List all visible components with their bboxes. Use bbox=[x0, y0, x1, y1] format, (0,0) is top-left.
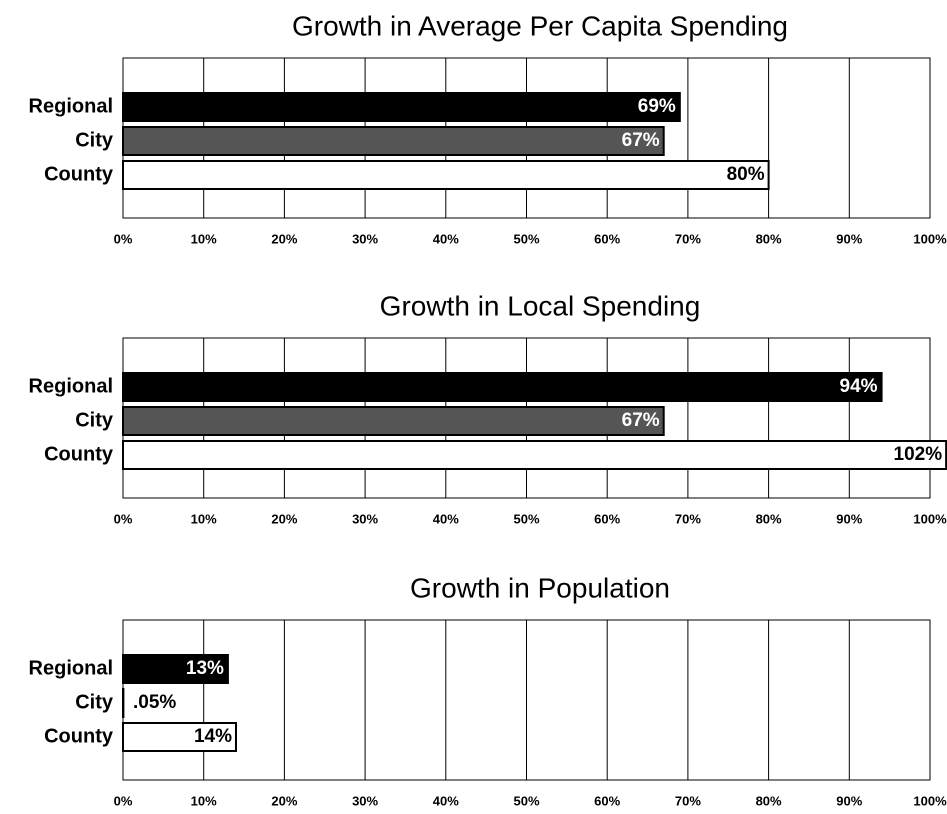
x-tick-label: 0% bbox=[114, 793, 133, 808]
x-tick-label: 40% bbox=[433, 511, 459, 526]
value-label: 69% bbox=[638, 96, 676, 117]
y-tick-label: County bbox=[44, 725, 114, 747]
x-tick-label: 70% bbox=[675, 231, 701, 246]
value-label: 80% bbox=[727, 164, 765, 185]
x-tick-label: 60% bbox=[594, 793, 620, 808]
x-tick-label: 20% bbox=[271, 511, 297, 526]
x-tick-label: 100% bbox=[913, 793, 947, 808]
y-tick-label: County bbox=[44, 443, 114, 465]
value-label: 67% bbox=[622, 130, 660, 151]
y-tick-label: Regional bbox=[29, 375, 113, 397]
x-tick-label: 10% bbox=[191, 793, 217, 808]
x-tick-label: 30% bbox=[352, 231, 378, 246]
chart-title: Growth in Population bbox=[410, 572, 670, 603]
x-tick-label: 90% bbox=[836, 231, 862, 246]
bar bbox=[122, 722, 237, 752]
x-tick-label: 0% bbox=[114, 511, 133, 526]
bar bbox=[122, 92, 681, 122]
x-tick-label: 60% bbox=[594, 511, 620, 526]
y-tick-label: Regional bbox=[29, 657, 113, 679]
x-tick-label: 70% bbox=[675, 511, 701, 526]
x-tick-label: 80% bbox=[756, 793, 782, 808]
x-tick-label: 80% bbox=[756, 231, 782, 246]
bar bbox=[122, 440, 947, 470]
value-label: 94% bbox=[840, 376, 878, 397]
value-label: 102% bbox=[894, 444, 943, 465]
x-tick-label: 0% bbox=[114, 231, 133, 246]
bar bbox=[122, 654, 229, 684]
x-tick-label: 30% bbox=[352, 511, 378, 526]
y-tick-label: City bbox=[75, 129, 114, 151]
value-label: 67% bbox=[622, 410, 660, 431]
x-tick-label: 60% bbox=[594, 231, 620, 246]
x-tick-label: 100% bbox=[913, 231, 947, 246]
x-tick-label: 10% bbox=[191, 231, 217, 246]
x-tick-label: 40% bbox=[433, 231, 459, 246]
x-tick-label: 10% bbox=[191, 511, 217, 526]
x-tick-label: 80% bbox=[756, 511, 782, 526]
x-tick-label: 20% bbox=[271, 231, 297, 246]
x-tick-label: 50% bbox=[513, 511, 539, 526]
x-tick-label: 90% bbox=[836, 793, 862, 808]
value-label: 13% bbox=[186, 658, 224, 679]
value-label: .05% bbox=[133, 692, 176, 713]
x-tick-label: 70% bbox=[675, 793, 701, 808]
bar bbox=[122, 406, 665, 436]
y-tick-label: Regional bbox=[29, 95, 113, 117]
y-tick-label: City bbox=[75, 409, 114, 431]
x-tick-label: 20% bbox=[271, 793, 297, 808]
x-tick-label: 90% bbox=[836, 511, 862, 526]
value-label: 14% bbox=[194, 726, 232, 747]
y-tick-label: City bbox=[75, 691, 114, 713]
chart-title: Growth in Local Spending bbox=[380, 290, 701, 321]
x-tick-label: 50% bbox=[513, 231, 539, 246]
x-tick-label: 30% bbox=[352, 793, 378, 808]
bar bbox=[122, 126, 665, 156]
chart-title: Growth in Average Per Capita Spending bbox=[292, 10, 788, 41]
bar bbox=[122, 160, 770, 190]
y-tick-label: County bbox=[44, 163, 114, 185]
bar bbox=[122, 372, 883, 402]
x-tick-label: 40% bbox=[433, 793, 459, 808]
x-tick-label: 100% bbox=[913, 511, 947, 526]
x-tick-label: 50% bbox=[513, 793, 539, 808]
